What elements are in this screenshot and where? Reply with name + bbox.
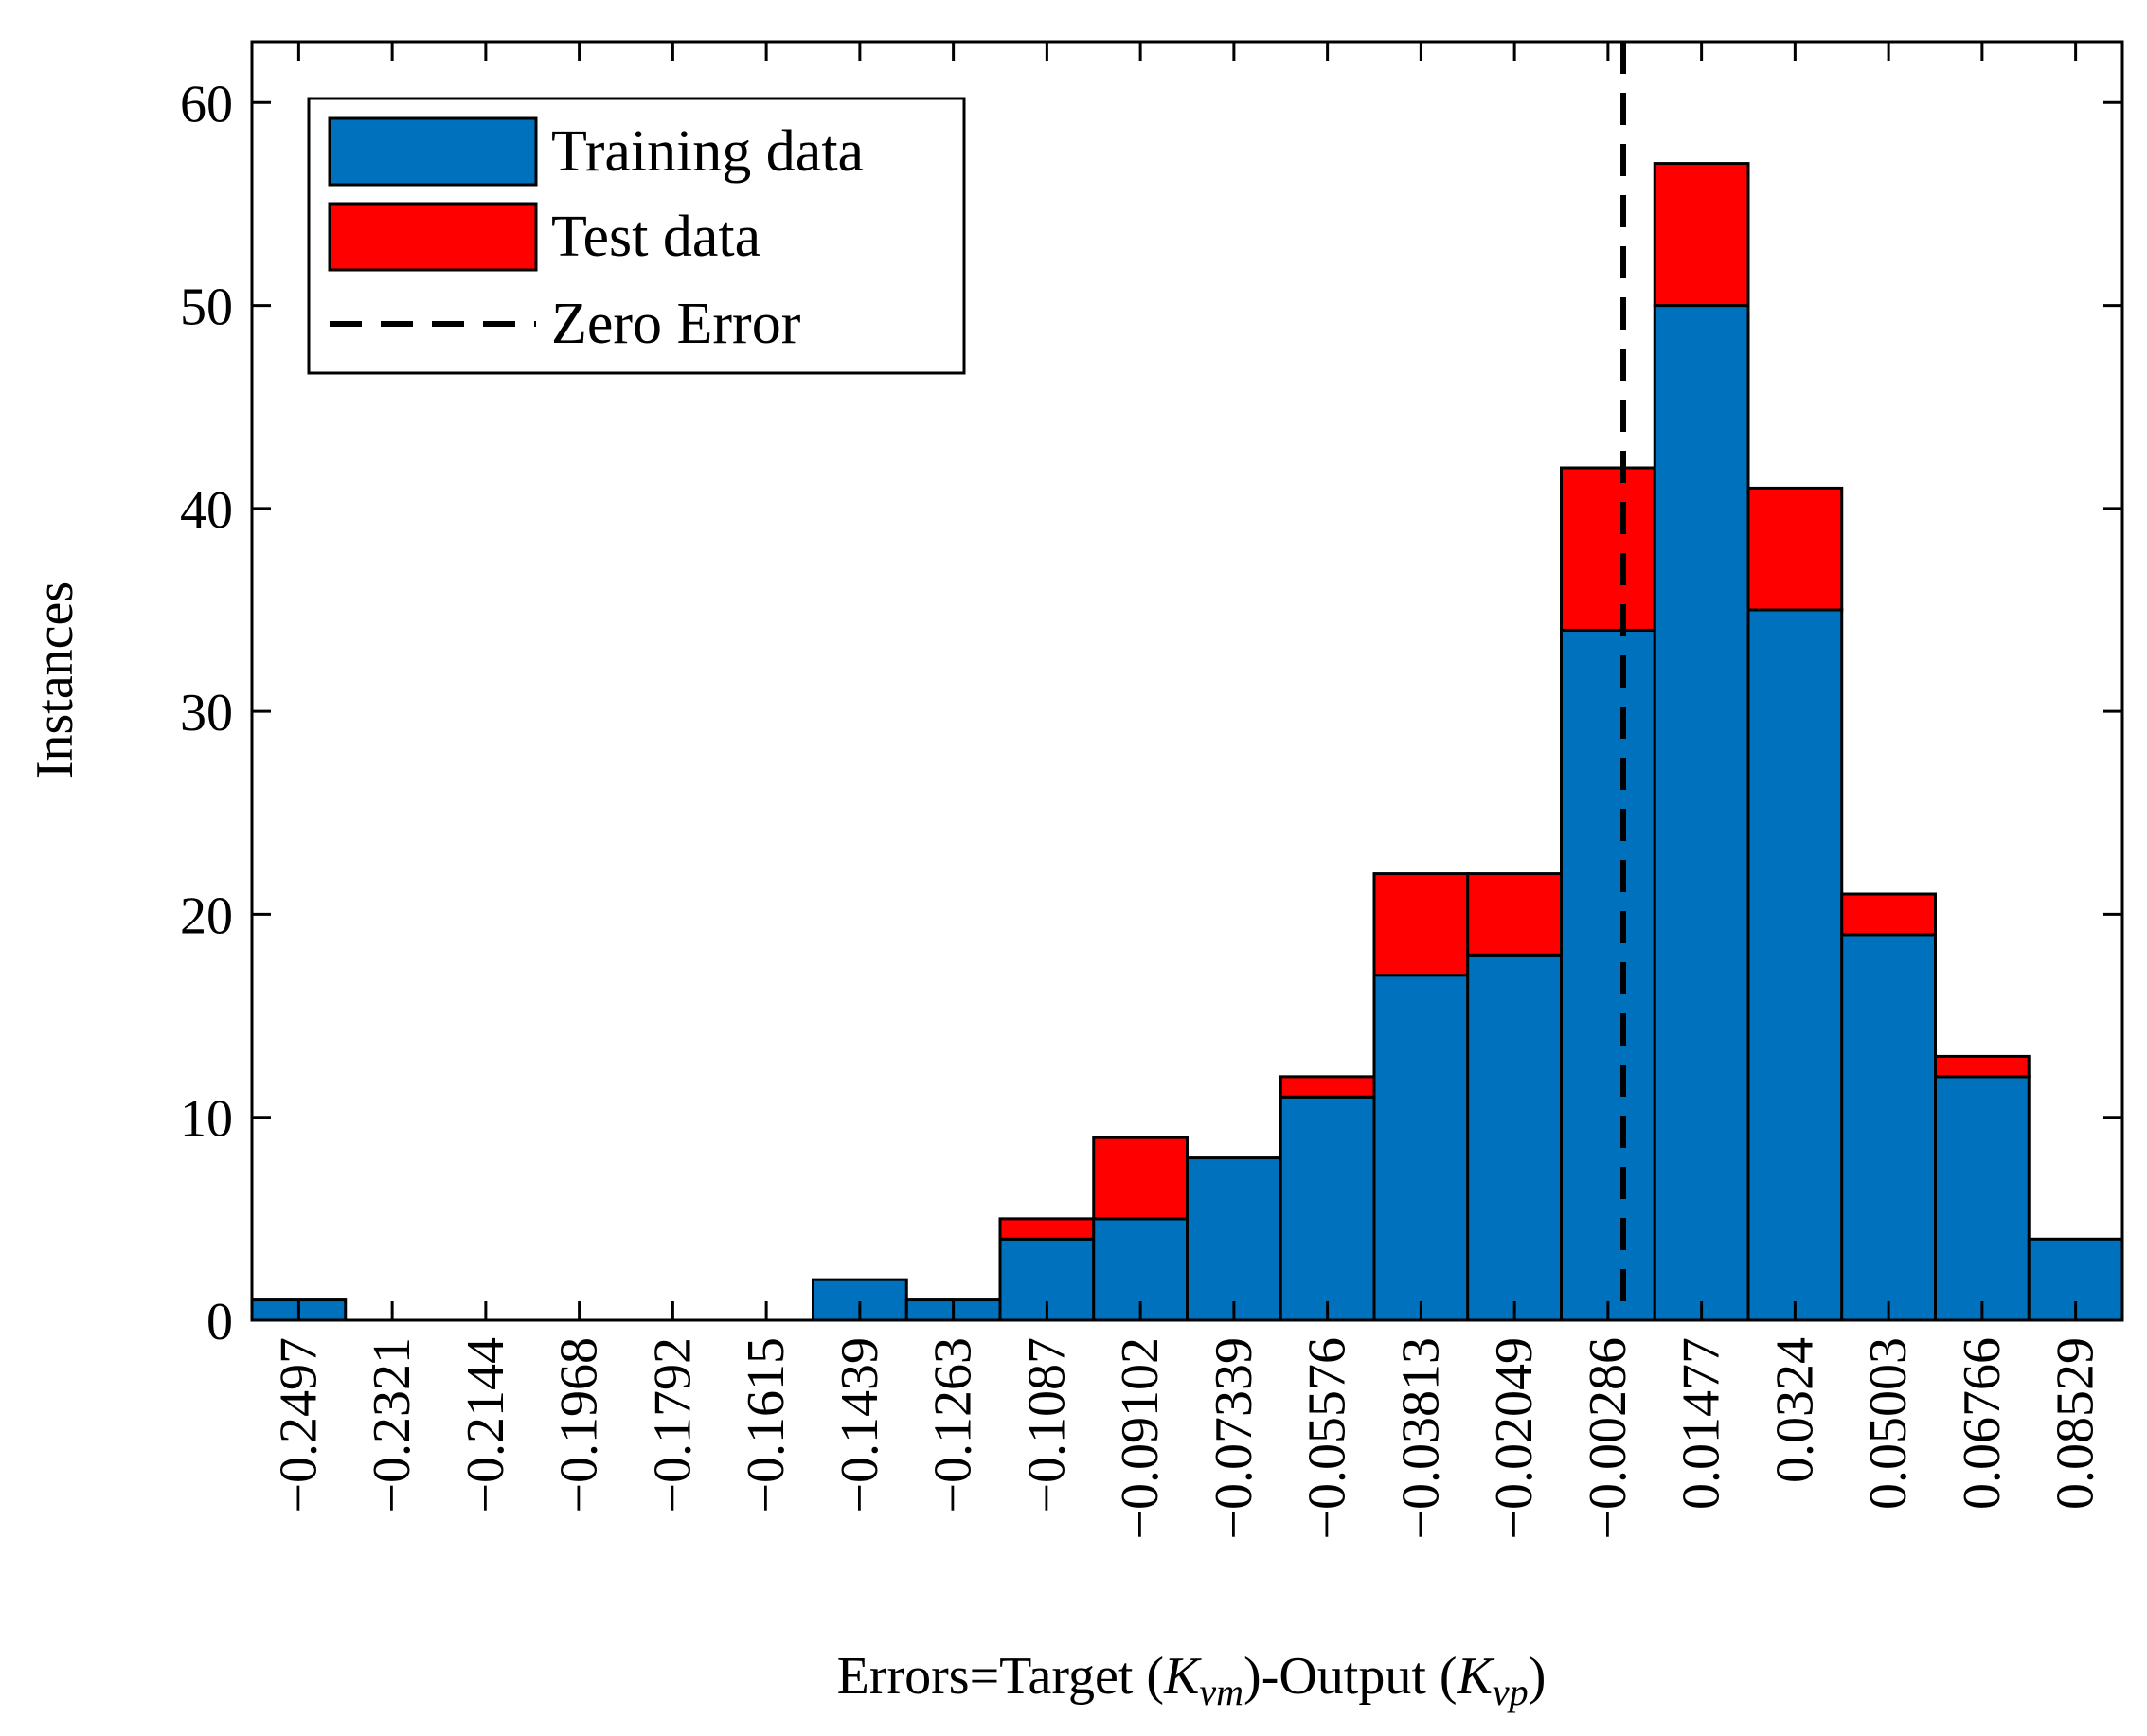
x-tick-label-4: −0.1792 xyxy=(643,1337,702,1513)
x-tick-label-14: −0.00286 xyxy=(1579,1337,1637,1540)
x-tick-label-17: 0.05003 xyxy=(1859,1337,1918,1510)
bar-training-10 xyxy=(1186,1156,1282,1322)
x-tick-label-13: −0.02049 xyxy=(1485,1337,1544,1540)
x-tick-label-6: −0.1439 xyxy=(831,1337,889,1513)
y-tick-label-2: 20 xyxy=(180,886,233,945)
x-tick-label-11: −0.05576 xyxy=(1298,1337,1357,1540)
legend-label-zero-error: Zero Error xyxy=(551,292,801,356)
bar-training-15 xyxy=(1653,304,1750,1322)
x-tick-label-12: −0.03813 xyxy=(1391,1337,1450,1540)
y-tick-label-6: 60 xyxy=(180,75,233,134)
legend-swatch-training xyxy=(328,116,538,187)
x-label-suffix: ) xyxy=(1529,1647,1547,1706)
x-label-k2: K xyxy=(1457,1647,1495,1706)
x-tick-label-18: 0.06766 xyxy=(1953,1337,2012,1510)
x-tick-label-8: −0.1087 xyxy=(1017,1337,1076,1513)
legend-swatch-test xyxy=(328,202,538,272)
bar-test-14 xyxy=(1560,466,1656,632)
x-label-middle: )-Output ( xyxy=(1243,1647,1458,1706)
x-tick-label-10: −0.07339 xyxy=(1205,1337,1263,1540)
bar-test-18 xyxy=(1934,1054,2031,1079)
y-tick-label-4: 40 xyxy=(180,481,233,540)
y-axis-label: Instances xyxy=(26,582,84,779)
bar-test-16 xyxy=(1746,486,1844,612)
x-tick-label-1: −0.2321 xyxy=(363,1337,421,1513)
x-tick-label-9: −0.09102 xyxy=(1111,1337,1170,1540)
x-label-k1: K xyxy=(1163,1647,1202,1706)
bar-training-11 xyxy=(1279,1095,1376,1322)
bar-test-17 xyxy=(1840,892,1937,937)
plot-frame xyxy=(250,40,2124,1322)
bar-test-11 xyxy=(1279,1075,1376,1099)
legend-label-test: Test data xyxy=(551,205,760,269)
y-tick-label-5: 50 xyxy=(180,278,233,337)
x-label-sub2: vp xyxy=(1493,1671,1529,1713)
x-tick-label-7: −0.1263 xyxy=(924,1337,983,1513)
y-tick-label-3: 30 xyxy=(180,684,233,743)
bar-test-13 xyxy=(1466,872,1563,957)
bar-training-14 xyxy=(1560,628,1656,1322)
bar-training-13 xyxy=(1466,953,1563,1322)
x-tick-label-2: −0.2144 xyxy=(456,1337,515,1513)
x-tick-label-16: 0.0324 xyxy=(1765,1337,1824,1483)
bars-layer xyxy=(250,162,2124,1322)
x-label-prefix: Errors=Target ( xyxy=(837,1647,1164,1706)
x-tick-label-19: 0.08529 xyxy=(2047,1337,2105,1510)
x-label-sub1: vm xyxy=(1199,1671,1243,1713)
bar-test-12 xyxy=(1372,872,1470,977)
bar-training-17 xyxy=(1840,933,1937,1322)
x-tick-label-3: −0.1968 xyxy=(550,1337,609,1513)
x-tick-label-5: −0.1615 xyxy=(737,1337,796,1513)
bar-training-16 xyxy=(1746,608,1844,1322)
y-tick-label-1: 10 xyxy=(180,1090,233,1149)
bar-test-9 xyxy=(1092,1136,1189,1221)
bar-test-8 xyxy=(998,1217,1096,1241)
legend-label-training: Training data xyxy=(551,119,864,184)
x-axis-label: Errors=Target (Kvm)-Output (Kvp) xyxy=(837,1647,1547,1713)
bar-test-15 xyxy=(1653,162,1750,308)
bar-training-18 xyxy=(1934,1075,2031,1322)
y-tick-label-0: 0 xyxy=(206,1293,233,1351)
legend: Training data Test data Zero Error xyxy=(307,97,966,375)
axes-layer: 0 10 20 30 40 50 60 −0.2497 −0.2321 −0.2144 −0.196… xyxy=(180,40,2124,1540)
bar-training-12 xyxy=(1372,974,1470,1322)
x-tick-label-0: −0.2497 xyxy=(269,1337,328,1513)
x-tick-label-15: 0.01477 xyxy=(1673,1337,1731,1510)
